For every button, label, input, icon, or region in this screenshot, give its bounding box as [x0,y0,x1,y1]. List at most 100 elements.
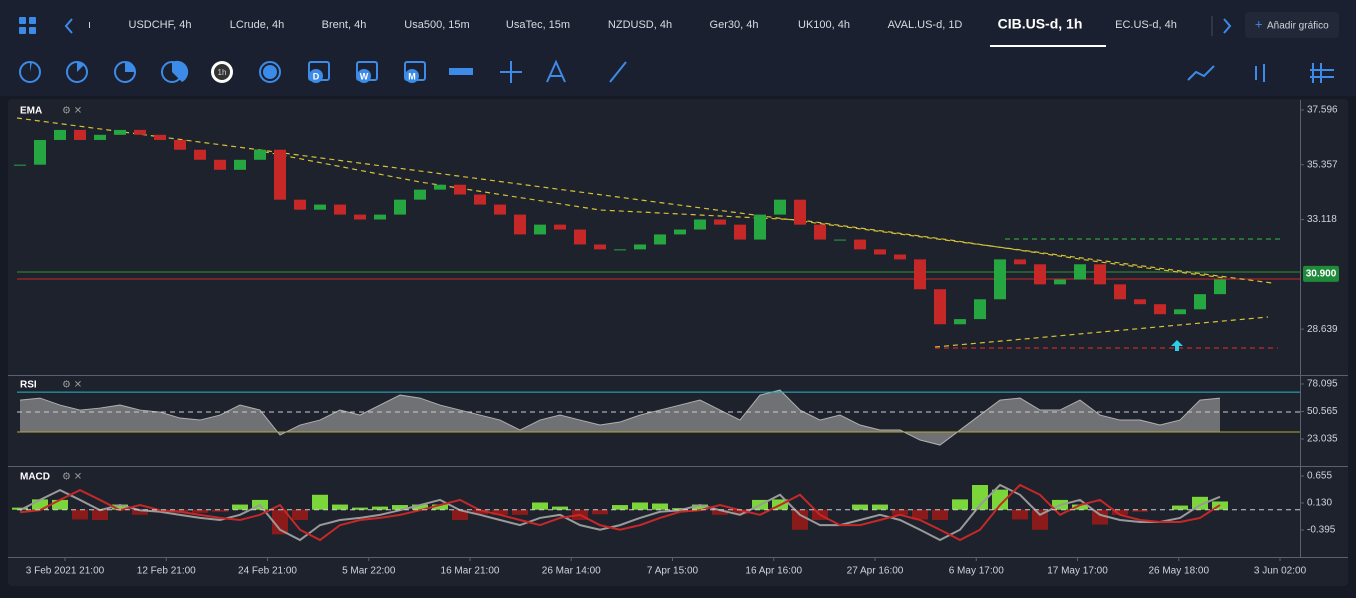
histogram-bar [1132,509,1148,512]
candle [974,299,986,320]
candle [154,134,166,140]
histogram-bar [1172,505,1188,510]
histogram-bar [872,504,888,510]
pane-settings[interactable]: ⚙ ✕ [62,472,82,483]
x-tick-label: 17 May 17:00 [1047,566,1108,577]
candle [754,214,766,240]
rsi-line [19,389,1221,446]
candle [114,129,126,135]
chart-tool-icon[interactable] [1255,64,1265,82]
tab[interactable]: Brent, 4h [322,19,367,31]
candle [1154,304,1166,315]
pane-settings[interactable]: ⚙ ✕ [62,106,82,117]
tab[interactable]: UsaTec, 15m [506,19,570,31]
tool-icon-label: W [360,71,369,81]
candle [954,319,966,325]
histogram-bar [1092,509,1108,525]
tool-icon[interactable] [449,68,473,75]
candle [1074,264,1086,280]
tool-icon[interactable] [500,61,522,83]
candle [134,129,146,135]
tool-icon-fill [125,62,135,72]
histogram-bar [412,504,428,510]
chart-panel [8,99,1348,586]
tool-icon[interactable] [546,59,566,83]
candle [1194,294,1206,310]
candle [434,184,446,190]
tab[interactable]: USDCHF, 4h [129,19,192,31]
tab[interactable]: EC.US-d, 4h [1115,19,1177,31]
price-marker-label: 30.900 [1306,268,1337,279]
plus-icon: + [1255,16,1263,31]
histogram-bar [72,509,88,520]
x-tick-label: 16 Apr 16:00 [745,566,802,577]
tab[interactable]: Ger30, 4h [710,19,759,31]
histogram-bar [1112,509,1128,515]
histogram-bar [992,489,1008,510]
candle [734,224,746,240]
tool-icon[interactable] [609,61,627,83]
candle [514,214,526,235]
tabs-prev[interactable] [64,18,73,34]
candle [1034,264,1046,285]
tool-icon[interactable] [259,61,281,83]
pane-separators [8,100,1348,558]
x-tick-label: 12 Feb 21:00 [137,566,196,577]
histogram-bar [1032,509,1048,530]
chart-tool-icon[interactable] [1310,63,1334,83]
y-tick-label: 33.118 [1307,214,1337,225]
apps-icon[interactable] [19,17,36,34]
candle [534,224,546,235]
add-chart-button[interactable] [1245,12,1339,38]
histogram-bar [332,504,348,510]
histogram-bar [192,509,208,513]
tool-icon [405,69,419,83]
pane-title: RSI [20,380,37,391]
y-tick-label: 35.357 [1307,159,1338,170]
histogram-bar [512,509,528,515]
histogram-bar [312,494,328,510]
trendline [16,117,1273,284]
candle [294,199,306,210]
candle [494,204,506,215]
pane-title: EMA [20,106,42,117]
tab[interactable]: Usa500, 15m [404,19,469,31]
candle [834,239,846,241]
chart-tool-icon[interactable] [1187,65,1215,81]
histogram-bar [272,509,288,535]
y-tick-label: 78.095 [1307,379,1338,390]
tab[interactable]: AVAL.US-d, 1D [888,19,963,31]
candle [334,204,346,215]
histogram-bar [632,502,648,510]
candle [414,189,426,200]
candle [194,149,206,160]
macd-line [19,483,1221,542]
candle [74,129,86,140]
candle [274,149,286,200]
histogram-bar [712,509,728,515]
candle [214,159,226,170]
tab[interactable]: UK100, 4h [798,19,850,31]
histogram-bar [652,503,668,510]
x-tick-label: 3 Jun 02:00 [1254,566,1307,577]
tabs-next[interactable] [1223,18,1232,34]
partial-tab[interactable]: ı [88,19,91,31]
rsi-area [20,390,1220,446]
trendline [934,316,1269,348]
tool-icon [263,65,277,79]
tab[interactable]: LCrude, 4h [230,19,284,31]
tab[interactable]: NZDUSD, 4h [608,19,672,31]
candle [894,254,906,260]
candle [634,244,646,250]
tool-icon-label: D [313,71,320,81]
x-tick-label: 5 Mar 22:00 [342,566,396,577]
histogram-bar [472,509,488,515]
tab[interactable]: CIB.US-d, 1h [998,16,1083,32]
x-tick-label: 6 May 17:00 [949,566,1004,577]
pane-settings[interactable]: ⚙ ✕ [62,380,82,391]
histogram-bar [932,509,948,520]
histogram-bar [892,509,908,515]
histogram-bar [912,509,928,520]
candle [1114,284,1126,300]
